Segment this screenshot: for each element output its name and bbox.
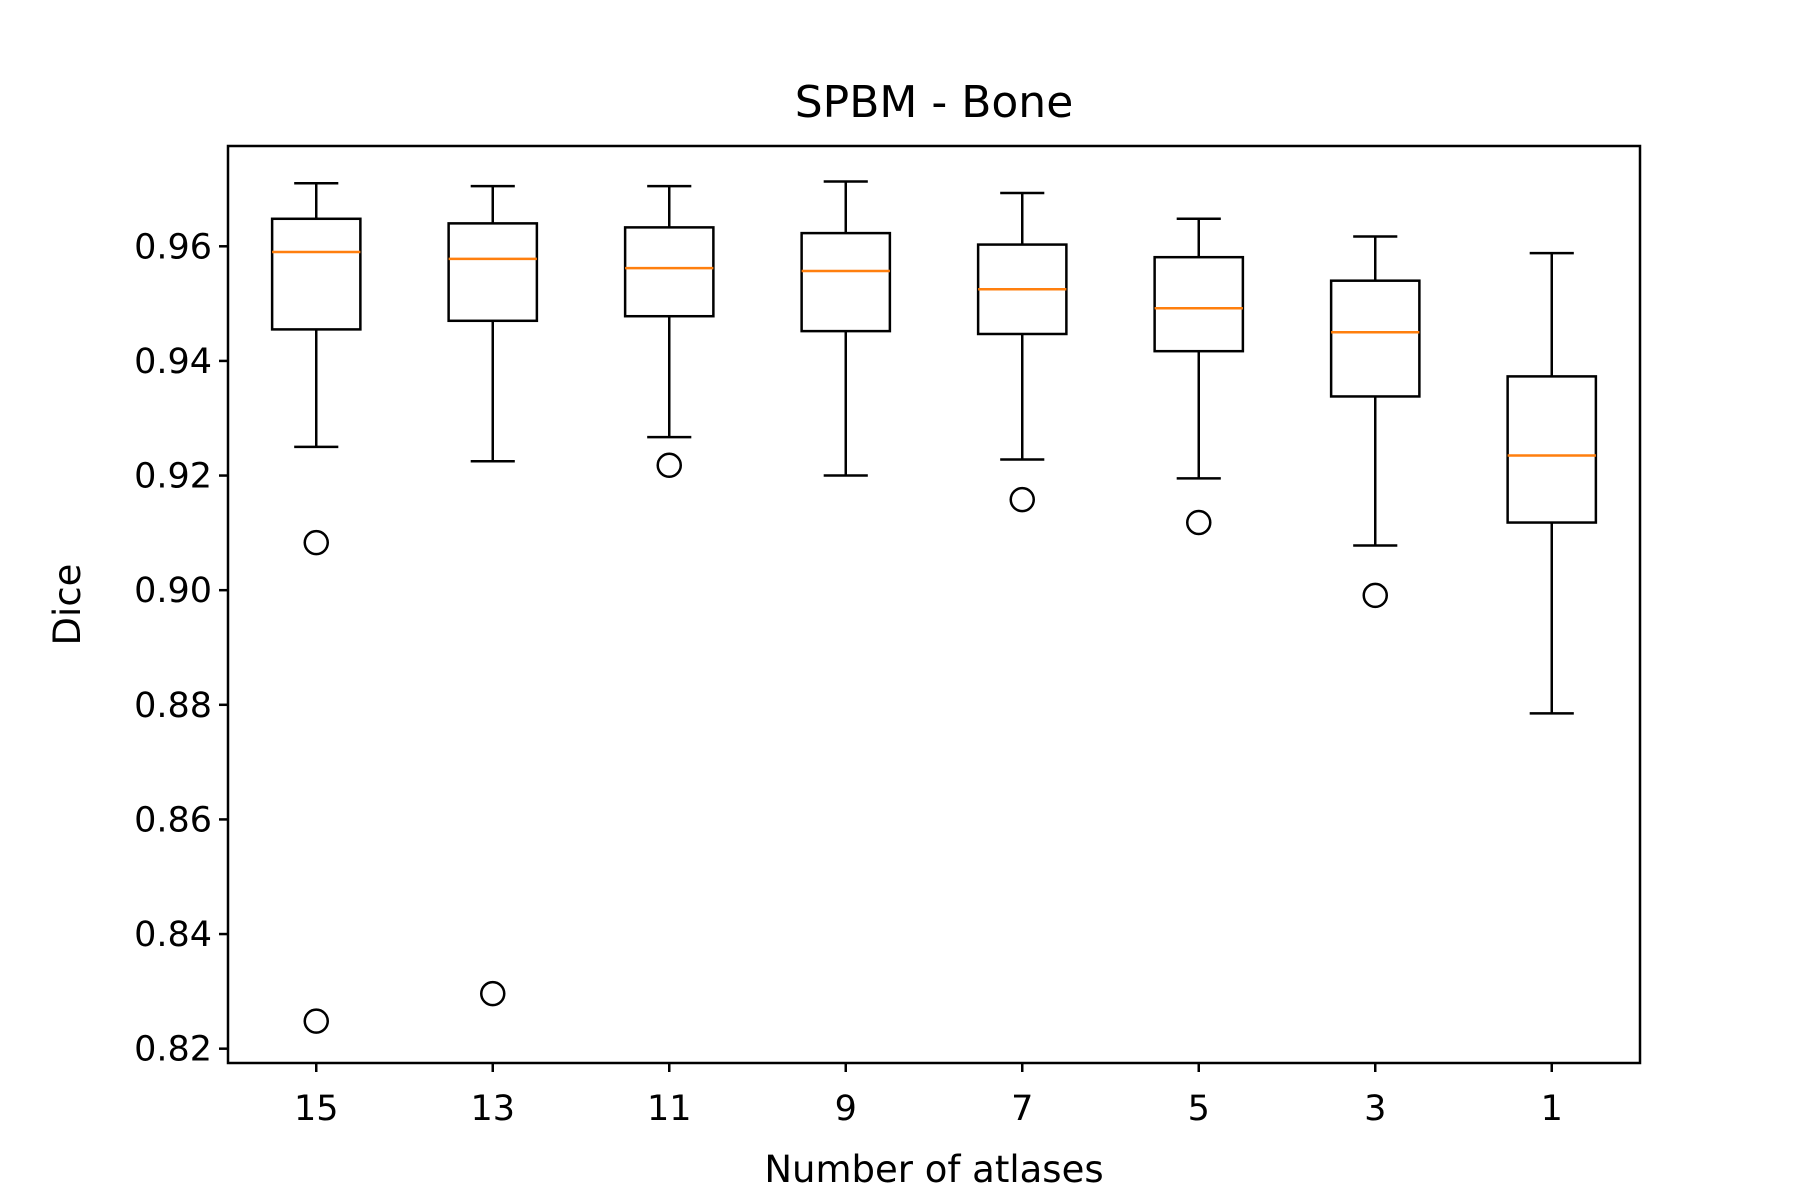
x-tick-label: 13 [470,1089,515,1129]
outlier-point [1186,509,1212,536]
outlier-point [1362,582,1388,609]
y-tick-label: 0.96 [134,227,212,267]
iqr-box [447,222,539,323]
box-15 [270,182,362,1034]
y-tick-label: 0.90 [134,571,212,611]
y-tick-label: 0.84 [134,915,212,955]
box-9 [800,180,892,477]
x-tick-label: 5 [1188,1089,1210,1129]
outlier-point [1009,486,1035,513]
x-tick-label: 7 [1011,1089,1033,1129]
iqr-box [270,217,362,331]
x-tick-label: 11 [647,1089,692,1129]
y-tick-label: 0.88 [134,686,212,726]
outlier-point [480,980,506,1007]
iqr-box [1153,255,1245,353]
outlier-point [656,452,682,478]
y-tick-label: 0.86 [134,800,212,840]
x-tick-label: 1 [1541,1089,1563,1129]
y-tick-label: 0.92 [134,457,212,497]
x-tick-label: 3 [1364,1089,1386,1129]
box-5 [1153,217,1245,536]
y-axis-label: Dice [46,564,89,646]
plot-area [270,180,1598,1034]
iqr-box [623,226,715,318]
box-13 [447,184,539,1007]
y-tick-label: 0.94 [134,342,212,382]
chart-title: SPBM - Bone [795,77,1074,128]
x-axis-label: Number of atlases [764,1148,1103,1191]
outlier-point [303,1008,329,1034]
iqr-box [1329,279,1421,398]
box-7 [976,191,1068,513]
box-11 [623,184,715,478]
box-3 [1329,235,1421,609]
iqr-box [1506,375,1598,524]
box-1 [1506,251,1598,715]
iqr-box [800,231,892,333]
outlier-point [303,529,329,556]
x-tick-label: 9 [835,1089,857,1129]
y-tick-label: 0.82 [134,1030,212,1070]
axes-frame [226,144,1642,1065]
x-tick-label: 15 [294,1089,339,1129]
